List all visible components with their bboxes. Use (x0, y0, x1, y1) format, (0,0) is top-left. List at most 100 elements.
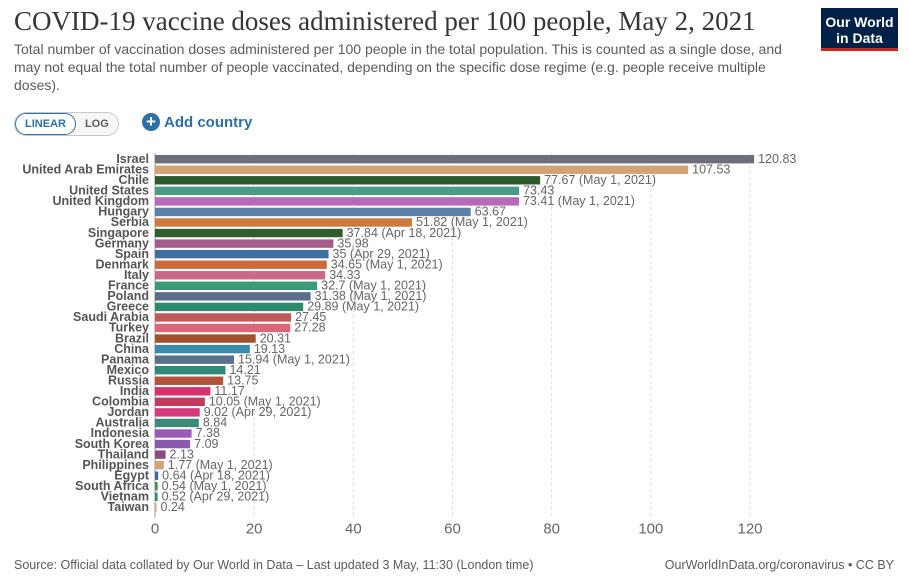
bar (155, 281, 318, 290)
value-label: 37.84 (Apr 18, 2021) (347, 226, 462, 240)
country-label: Italy (124, 268, 149, 282)
country-label: Poland (107, 289, 149, 303)
add-country-label: Add country (164, 113, 253, 131)
value-label: 0.54 (May 1, 2021) (162, 479, 267, 493)
country-label: Vietnam (101, 490, 149, 504)
value-label: 14.21 (229, 363, 260, 377)
logo-line-1: Our World (825, 13, 894, 30)
chart-title: COVID-19 vaccine doses administered per … (14, 6, 756, 36)
country-label: Greece (107, 300, 149, 314)
value-label: 32.7 (May 1, 2021) (321, 279, 426, 293)
scale-toggle[interactable]: LINEAR LOG (14, 112, 119, 136)
value-label: 10.05 (May 1, 2021) (209, 395, 321, 409)
country-label: Serbia (111, 215, 150, 229)
x-tick-label: 40 (345, 521, 362, 538)
country-label: Turkey (109, 321, 149, 335)
value-label: 0.24 (161, 500, 185, 514)
value-label: 35.98 (337, 236, 368, 250)
bar (155, 249, 329, 259)
country-label: France (108, 279, 149, 293)
bar (155, 323, 291, 333)
value-label: 9.02 (Apr 29, 2021) (204, 405, 312, 419)
bar (155, 228, 343, 238)
value-label: 11.17 (214, 384, 244, 398)
value-label: 2.13 (170, 447, 194, 461)
country-label: Colombia (92, 395, 150, 409)
bar (155, 292, 311, 301)
country-label: South Africa (75, 479, 150, 493)
country-label: United States (69, 184, 149, 198)
bar-chart: Israel 120.83 United Arab Emirates 107.53 Ch… (22, 152, 796, 538)
value-label: 27.28 (294, 321, 325, 335)
value-label: 31.38 (May 1, 2021) (315, 289, 427, 303)
bar (155, 471, 159, 480)
bar (155, 503, 157, 512)
value-label: 77.67 (May 1, 2021) (544, 173, 656, 187)
bar (155, 302, 304, 312)
x-tick-label: 100 (638, 521, 663, 538)
bar (155, 366, 226, 375)
country-label: Chile (118, 173, 149, 187)
bar (155, 429, 192, 438)
value-label: 34.65 (May 1, 2021) (331, 257, 443, 271)
country-label: Israel (116, 152, 149, 166)
value-label: 7.38 (196, 426, 220, 440)
country-label: Indonesia (91, 426, 150, 440)
country-label: Panama (101, 352, 150, 366)
country-label: Spain (115, 247, 149, 261)
value-label: 73.41 (May 1, 2021) (523, 194, 635, 208)
country-label: Denmark (96, 257, 150, 271)
value-label: 0.64 (Apr 18, 2021) (162, 468, 270, 482)
bar (155, 439, 191, 449)
value-label: 8.84 (203, 416, 227, 430)
value-label: 0.52 (Apr 29, 2021) (162, 490, 270, 504)
country-label: United Kingdom (52, 194, 149, 208)
bar (155, 165, 689, 174)
linear-scale-button[interactable]: LINEAR (15, 113, 76, 135)
bar (155, 460, 164, 470)
plus-circle-icon: + (142, 113, 160, 131)
value-label: 13.75 (227, 373, 258, 387)
value-label: 35 (Apr 29, 2021) (333, 247, 430, 261)
bar (155, 218, 412, 227)
logo-accent-bar (821, 48, 898, 51)
country-label: Mexico (107, 363, 150, 377)
value-label: 29.89 (May 1, 2021) (307, 300, 419, 314)
value-label: 73.43 (523, 184, 554, 198)
owid-link[interactable]: OurWorldInData.org/coronavirus • CC BY (664, 558, 894, 572)
bar (155, 197, 519, 206)
log-scale-button[interactable]: LOG (75, 113, 118, 135)
value-label: 34.33 (329, 268, 360, 282)
country-label: Hungary (98, 205, 149, 219)
bar (155, 492, 158, 501)
country-label: Russia (108, 373, 150, 387)
country-label: Brazil (115, 331, 149, 345)
value-label: 15.94 (May 1, 2021) (238, 352, 350, 366)
add-country-button[interactable]: + Add country (142, 113, 252, 131)
bar (155, 418, 199, 428)
value-label: 19.13 (254, 342, 285, 356)
country-label: Australia (96, 416, 151, 430)
chart-subtitle: Total number of vaccination doses admini… (14, 41, 782, 93)
bar (155, 387, 211, 396)
x-tick-label: 80 (543, 521, 560, 538)
value-label: 63.67 (475, 205, 506, 219)
country-label: Saudi Arabia (73, 310, 150, 324)
bar (155, 376, 224, 385)
owid-logo[interactable]: Our World in Data (821, 8, 898, 51)
value-label: 51.82 (May 1, 2021) (416, 215, 528, 229)
country-label: China (114, 342, 150, 356)
bar (155, 271, 326, 280)
value-label: 7.09 (194, 437, 218, 451)
country-label: Singapore (88, 226, 149, 240)
bar (155, 155, 755, 164)
x-tick-label: 0 (151, 521, 159, 538)
bar (155, 176, 541, 185)
source-note: Source: Official data collated by Our Wo… (14, 558, 534, 572)
country-label: Germany (95, 236, 149, 250)
x-tick-label: 60 (444, 521, 461, 538)
value-label: 1.77 (May 1, 2021) (168, 458, 273, 472)
logo-line-2: in Data (836, 29, 883, 46)
value-label: 120.83 (758, 152, 796, 166)
country-label: Philippines (82, 458, 149, 472)
